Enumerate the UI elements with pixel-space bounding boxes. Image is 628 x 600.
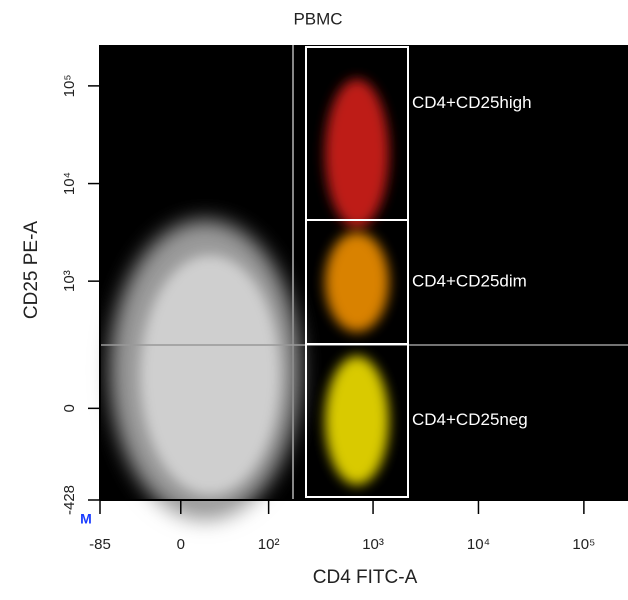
gate-label: CD4+CD25dim <box>412 271 527 290</box>
gate-cloud <box>325 356 389 485</box>
cloud <box>140 255 280 495</box>
y-axis-label: CD25 PE-A <box>21 221 42 320</box>
x-tick-label: 10³ <box>362 536 384 553</box>
chart-title: PBMC <box>293 9 342 28</box>
axis-marker: M <box>80 511 92 527</box>
x-tick-label: 10² <box>258 536 280 553</box>
gate <box>305 343 409 498</box>
gate-label: CD4+CD25neg <box>412 410 528 429</box>
gate-label: CD4+CD25high <box>412 93 532 112</box>
y-tick-label: 10⁵ <box>61 74 78 97</box>
x-axis-label: CD4 FITC-A <box>313 567 418 588</box>
y-tick-label: 0 <box>61 404 78 412</box>
gate-cloud <box>325 79 389 228</box>
gate-cloud <box>325 232 389 332</box>
y-tick-label: 10³ <box>61 270 78 292</box>
x-tick-label: 10⁵ <box>572 536 595 553</box>
x-tick-label: -85 <box>89 536 111 553</box>
y-tick-label: 10⁴ <box>61 172 78 195</box>
x-tick-label: 0 <box>177 536 185 553</box>
y-tick-label: -428 <box>61 485 78 515</box>
x-tick-label: 10⁴ <box>467 536 490 553</box>
